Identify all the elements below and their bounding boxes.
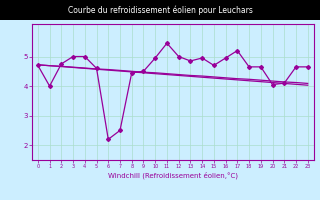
Text: Courbe du refroidissement éolien pour Leuchars: Courbe du refroidissement éolien pour Le… xyxy=(68,5,252,15)
X-axis label: Windchill (Refroidissement éolien,°C): Windchill (Refroidissement éolien,°C) xyxy=(108,172,238,179)
